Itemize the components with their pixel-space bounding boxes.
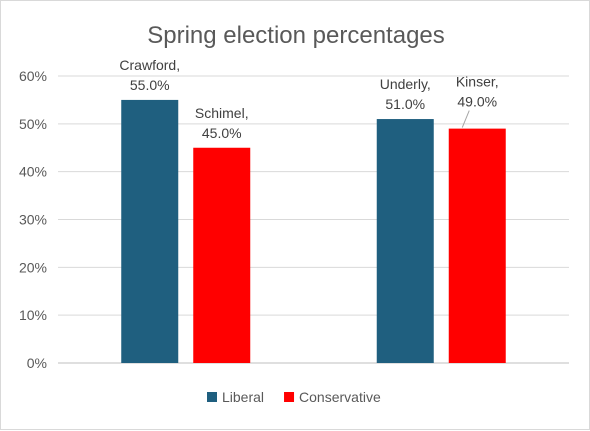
y-axis-ticks: 0% 10% 20% 30% 40% 50% 60% [19,68,47,371]
data-label: Underly, [380,76,431,92]
y-tick-label: 0% [27,355,47,371]
y-tick-label: 30% [19,212,47,228]
data-label: 55.0% [130,77,170,93]
chart-title: Spring election percentages [147,22,445,49]
bar-conservative [193,147,251,363]
y-tick-label: 40% [19,164,47,180]
legend-label: Liberal [222,389,264,405]
y-tick-label: 50% [19,116,47,132]
leader-line [461,110,470,128]
data-label: Kinser, [456,74,499,90]
bar-liberal [121,99,179,364]
legend-swatch [207,392,217,402]
legend-swatch [284,392,295,402]
data-label: 49.0% [457,94,497,110]
y-tick-label: 20% [19,259,47,275]
data-label: Schimel, [195,105,249,121]
data-label: Crawford, [119,57,180,73]
legend-label: Conservative [299,389,381,405]
data-label: 45.0% [202,125,242,141]
data-label: 51.0% [385,96,425,112]
bar-conservative [448,128,506,363]
bars [121,99,506,364]
bar-liberal [376,119,434,363]
legend: Liberal Conservative [207,389,381,405]
data-labels: Crawford, 55.0% Schimel, 45.0% Underly, 51.0%… [119,57,498,141]
y-tick-label: 60% [19,68,47,84]
y-tick-label: 10% [19,307,47,323]
